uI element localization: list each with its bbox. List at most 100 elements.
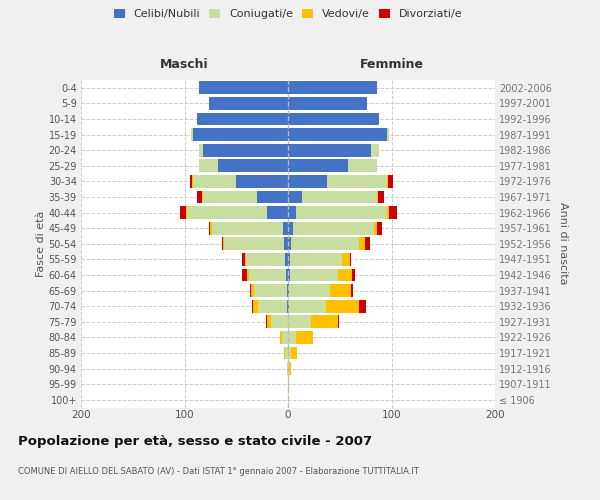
Bar: [251, 284, 254, 297]
Bar: [218, 160, 288, 172]
Bar: [288, 112, 379, 126]
Bar: [280, 331, 282, 344]
Bar: [203, 144, 288, 156]
Bar: [271, 316, 288, 328]
Bar: [287, 284, 288, 297]
Bar: [288, 346, 291, 360]
Bar: [326, 300, 359, 312]
Bar: [288, 253, 290, 266]
Bar: [388, 175, 392, 188]
Bar: [181, 206, 185, 219]
Bar: [285, 346, 288, 360]
Bar: [248, 268, 286, 281]
Bar: [242, 268, 247, 281]
Bar: [185, 206, 187, 219]
Bar: [257, 190, 288, 203]
Bar: [289, 284, 331, 297]
Legend: Celibi/Nubili, Coniugati/e, Vedovi/e, Divorziati/e: Celibi/Nubili, Coniugati/e, Vedovi/e, Di…: [110, 6, 466, 22]
Bar: [193, 128, 288, 141]
Bar: [202, 190, 203, 203]
Bar: [288, 222, 293, 234]
Bar: [288, 300, 289, 312]
Bar: [350, 253, 351, 266]
Bar: [311, 316, 338, 328]
Bar: [247, 268, 248, 281]
Bar: [377, 222, 382, 234]
Text: Maschi: Maschi: [160, 58, 209, 71]
Bar: [284, 346, 285, 360]
Bar: [371, 144, 379, 156]
Bar: [302, 190, 377, 203]
Bar: [288, 190, 302, 203]
Bar: [293, 222, 374, 234]
Bar: [290, 253, 342, 266]
Bar: [359, 238, 365, 250]
Bar: [193, 175, 236, 188]
Text: Popolazione per età, sesso e stato civile - 2007: Popolazione per età, sesso e stato civil…: [18, 435, 372, 448]
Bar: [285, 253, 288, 266]
Y-axis label: Fasce di età: Fasce di età: [35, 210, 46, 277]
Bar: [197, 112, 288, 126]
Bar: [288, 82, 377, 94]
Bar: [290, 268, 338, 281]
Bar: [288, 160, 348, 172]
Bar: [352, 268, 355, 281]
Bar: [288, 331, 296, 344]
Bar: [203, 190, 257, 203]
Bar: [199, 160, 218, 172]
Bar: [365, 238, 370, 250]
Bar: [296, 206, 388, 219]
Bar: [268, 206, 288, 219]
Bar: [388, 128, 389, 141]
Bar: [378, 190, 384, 203]
Bar: [254, 284, 287, 297]
Bar: [192, 175, 193, 188]
Bar: [377, 190, 378, 203]
Bar: [222, 238, 223, 250]
Bar: [288, 316, 311, 328]
Y-axis label: Anni di nascita: Anni di nascita: [557, 202, 568, 285]
Bar: [211, 222, 212, 234]
Bar: [252, 300, 253, 312]
Bar: [266, 316, 268, 328]
Bar: [296, 331, 313, 344]
Bar: [338, 316, 339, 328]
Bar: [268, 316, 271, 328]
Bar: [331, 284, 351, 297]
Bar: [286, 268, 288, 281]
Bar: [288, 206, 296, 219]
Bar: [389, 206, 397, 219]
Bar: [258, 300, 287, 312]
Bar: [287, 362, 288, 375]
Bar: [245, 253, 285, 266]
Bar: [250, 284, 251, 297]
Bar: [283, 222, 288, 234]
Bar: [191, 128, 193, 141]
Bar: [338, 268, 352, 281]
Bar: [288, 268, 290, 281]
Bar: [190, 175, 192, 188]
Bar: [288, 128, 388, 141]
Text: COMUNE DI AIELLO DEL SABATO (AV) - Dati ISTAT 1° gennaio 2007 - Elaborazione TUT: COMUNE DI AIELLO DEL SABATO (AV) - Dati …: [18, 468, 419, 476]
Bar: [253, 300, 258, 312]
Bar: [288, 378, 289, 390]
Text: Femmine: Femmine: [359, 58, 424, 71]
Bar: [209, 222, 211, 234]
Bar: [348, 160, 377, 172]
Bar: [282, 331, 288, 344]
Bar: [388, 206, 389, 219]
Bar: [287, 300, 288, 312]
Bar: [199, 82, 288, 94]
Bar: [288, 238, 291, 250]
Bar: [197, 190, 202, 203]
Bar: [289, 300, 326, 312]
Bar: [199, 144, 203, 156]
Bar: [212, 222, 283, 234]
Bar: [374, 222, 377, 234]
Bar: [291, 238, 359, 250]
Bar: [288, 284, 289, 297]
Bar: [289, 362, 291, 375]
Bar: [242, 253, 245, 266]
Bar: [342, 253, 350, 266]
Bar: [288, 97, 367, 110]
